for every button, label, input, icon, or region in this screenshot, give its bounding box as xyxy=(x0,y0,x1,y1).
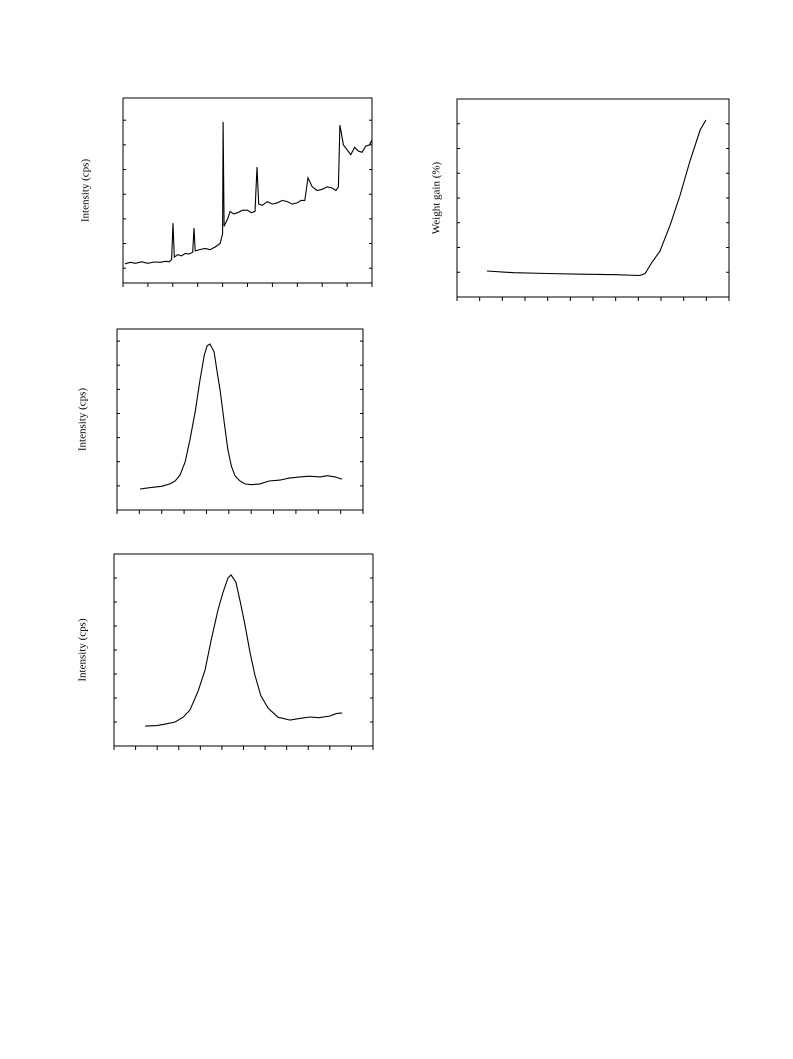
y-axis-label: Weight gain (%) xyxy=(431,161,443,234)
plot-frame xyxy=(122,97,373,284)
plot-frame xyxy=(113,553,374,747)
plot-frame xyxy=(456,98,730,298)
y-axis-label: Intensity (cps) xyxy=(80,159,92,223)
data-line xyxy=(124,121,373,265)
y-axis-label: Intensity (cps) xyxy=(77,388,89,452)
y-axis-label: Intensity (cps) xyxy=(77,618,89,682)
data-line xyxy=(145,574,343,727)
data-line xyxy=(486,119,707,277)
plot-frame xyxy=(116,328,364,511)
data-line xyxy=(139,343,343,490)
